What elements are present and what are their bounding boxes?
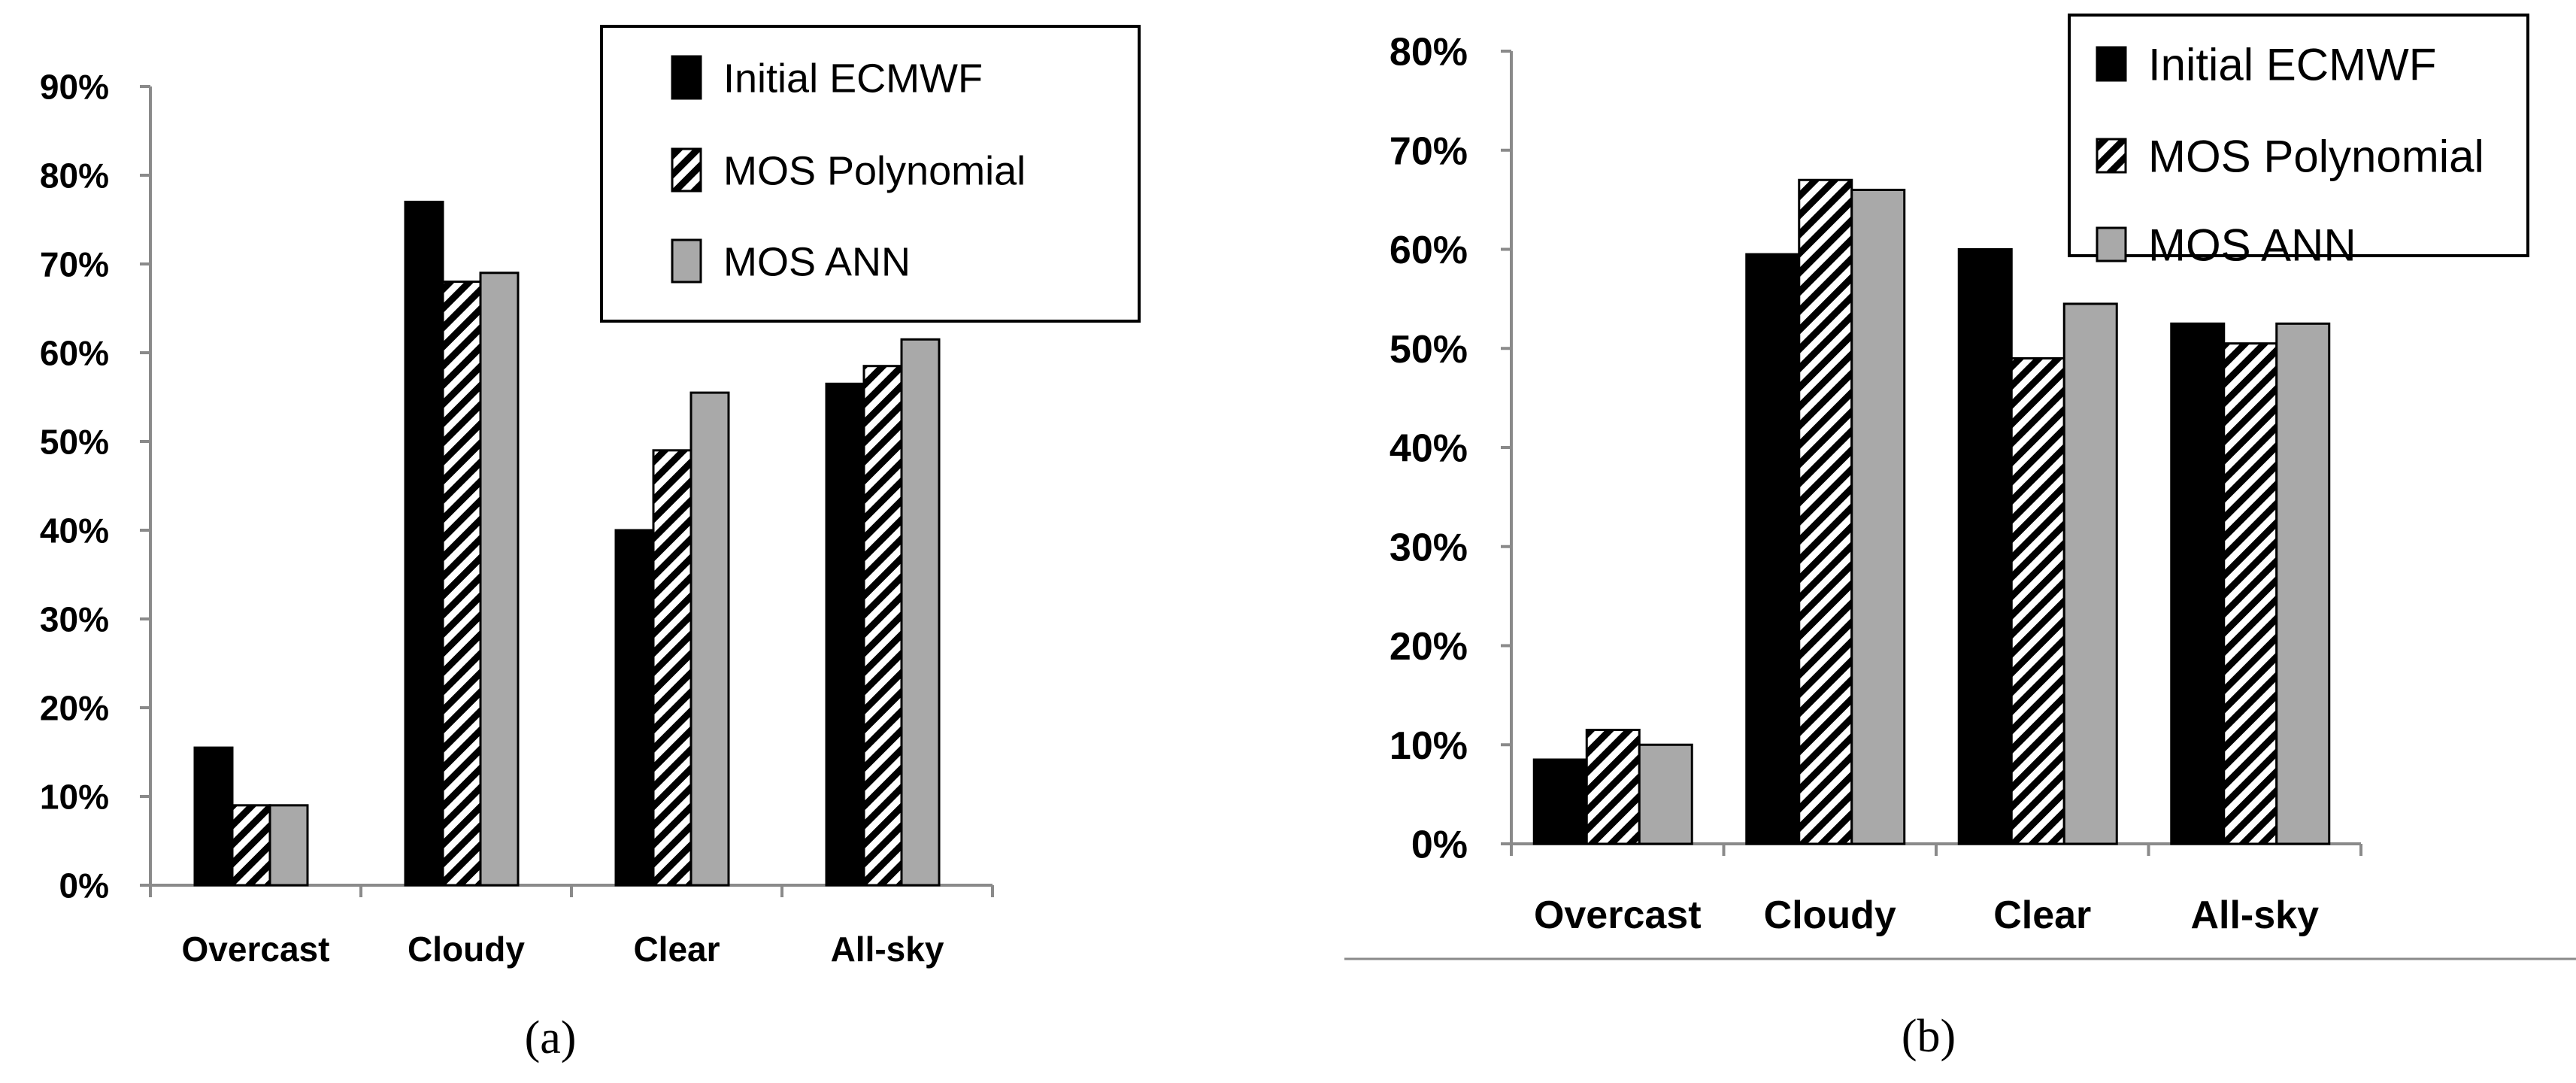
panel-label: (a) (525, 1012, 577, 1063)
bar-mos-ann (2275, 322, 2331, 845)
x-tick-label: Clear (633, 930, 720, 969)
y-tick-label: 40% (1390, 427, 1468, 471)
panel-label: (b) (1902, 1011, 1956, 1062)
bar-mos-ann (900, 338, 941, 887)
x-tick-label: Cloudy (1764, 893, 1896, 937)
y-tick-label: 80% (1390, 31, 1468, 74)
bar-mos-polynomial (862, 365, 903, 887)
legend-box (2068, 14, 2529, 257)
chart-a: 0% 10% 20% 30% 40% 50% 60% 70% 80% 90% Overcast Clo… (40, 25, 1141, 1063)
bar-initial-ecmwf (1532, 758, 1588, 845)
legend-label: MOS Polynomial (723, 148, 1026, 193)
bar-initial-ecmwf (404, 200, 444, 887)
legend-label: MOS ANN (2148, 220, 2356, 271)
y-tick-label: 50% (1390, 328, 1468, 372)
y-tick-label: 0% (1411, 824, 1468, 867)
bar-mos-polynomial (2010, 356, 2065, 845)
bar-mos-polynomial (2223, 342, 2278, 845)
bar-mos-ann (1638, 743, 1693, 845)
bar-mos-ann (2062, 302, 2118, 845)
bar-mos-polynomial (441, 281, 482, 887)
bar-initial-ecmwf (1957, 248, 2013, 845)
y-tick-label: 30% (1390, 526, 1468, 569)
bar-mos-polynomial (231, 804, 271, 887)
legend-label: MOS Polynomial (2148, 132, 2484, 182)
y-tick-label: 40% (40, 511, 109, 551)
legend-label: Initial ECMWF (2148, 40, 2436, 90)
bar-mos-polynomial (1585, 728, 1641, 845)
bar-mos-ann (479, 272, 520, 887)
x-tick-label: All-sky (2190, 893, 2319, 937)
y-tick-label: 30% (40, 600, 109, 639)
bar-mos-ann (1850, 188, 1906, 845)
y-tick-label: 90% (40, 68, 109, 107)
bar-mos-ann (689, 391, 730, 887)
bar-mos-ann (268, 804, 309, 887)
y-tick-label: 70% (1390, 129, 1468, 173)
y-tick-label: 20% (40, 689, 109, 728)
y-tick-label: 70% (40, 245, 109, 284)
y-tick-label: 20% (1390, 625, 1468, 669)
chart-b: 0% 10% 20% 30% 40% 50% 60% 70% 80% Overcast Cloudy… (1344, 14, 2576, 1062)
bar-initial-ecmwf (1745, 253, 1801, 845)
legend-swatch (671, 238, 702, 284)
x-tick-label: All-sky (831, 930, 944, 969)
bar-initial-ecmwf (193, 746, 234, 887)
bar-initial-ecmwf (2170, 322, 2226, 845)
bar-mos-polynomial (652, 449, 692, 887)
legend-label: MOS ANN (723, 239, 911, 284)
legend-swatch (671, 147, 702, 193)
y-tick-label: 0% (59, 866, 109, 906)
legend-swatch (2096, 226, 2127, 262)
y-tick-label: 50% (40, 423, 109, 462)
x-tick-label: Cloudy (408, 930, 525, 969)
legend-swatch (2096, 138, 2127, 174)
y-tick-label: 80% (40, 156, 109, 196)
x-tick-label: Overcast (182, 930, 330, 969)
x-tick-label: Overcast (1534, 893, 1702, 937)
y-tick-label: 10% (1390, 724, 1468, 768)
bar-mos-polynomial (1798, 178, 1853, 845)
y-tick-label: 10% (40, 778, 109, 817)
bar-initial-ecmwf (825, 382, 865, 887)
y-tick-label: 60% (40, 334, 109, 373)
x-tick-label: Clear (1993, 893, 2091, 937)
bar-initial-ecmwf (614, 529, 655, 887)
legend-label: Initial ECMWF (723, 56, 983, 101)
legend-swatch (671, 55, 702, 100)
legend-swatch (2096, 46, 2127, 82)
y-tick-label: 60% (1390, 229, 1468, 272)
